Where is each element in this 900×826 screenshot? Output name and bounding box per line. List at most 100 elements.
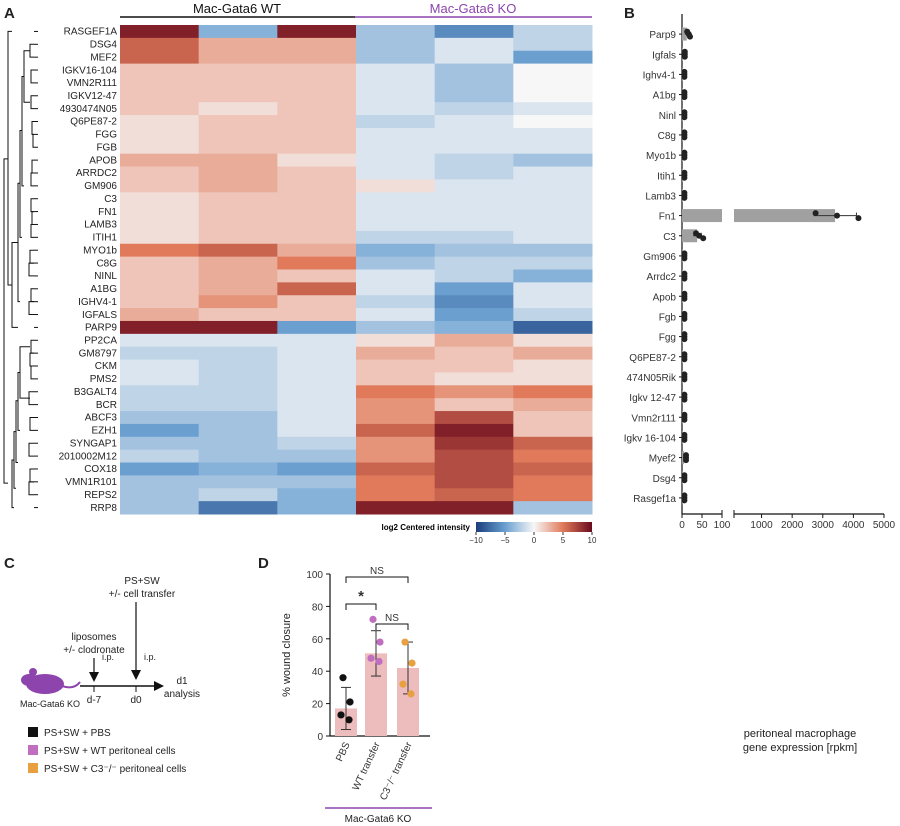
expression-point [834,212,841,219]
heatmap-cell [434,346,514,361]
heatmap-row-label: MYO1b [83,245,117,256]
expression-point [681,497,688,504]
heatmap-cell [356,359,436,373]
heatmap-row-label: GM906 [84,181,117,192]
panel-b-category: 474N05Rik [627,373,677,384]
heatmap-cell [434,192,514,206]
heatmap-cell [198,320,278,335]
heatmap-cell [198,333,278,348]
heatmap-cell [120,320,200,335]
heatmap-cell [434,436,514,451]
expression-point [812,210,819,217]
heatmap-row-label: 2010002M12 [59,451,118,462]
heatmap-cell [120,475,200,489]
heatmap-cell [356,37,436,52]
heatmap-cell [277,462,357,476]
heatmap-row-label: IGFALS [82,310,117,321]
heatmap-cell [198,243,278,258]
wound-point [346,698,354,706]
heatmap-cell [513,89,593,103]
heatmap-cell [277,243,357,258]
dendrogram-branch [29,352,34,367]
panel-b-xlabel-line2: gene expression [rpkm] [743,742,857,754]
heatmap-cell [513,269,593,283]
dendrogram-branch [30,223,34,238]
ip-label-2: i.p. [144,652,156,662]
panel-d-category: PBS [334,740,353,763]
colorbar-ticks: −10 −5 0 5 10 [469,532,597,545]
top-label-1: PS+SW [124,576,160,587]
panel-letter-d: D [258,555,269,572]
heatmap-cell [120,411,200,425]
heatmap-cell [120,359,200,373]
heatmap-cell [120,269,200,283]
heatmap-cell [120,488,200,502]
significance-label: * [358,588,364,605]
expression-point [681,73,688,80]
heatmap-cell [277,501,357,515]
panel-b-category: Fgb [659,312,677,323]
heatmap-cell [356,50,436,65]
panel-b-category: Igkv 12-47 [629,393,676,404]
panel-d-group-label: Mac-Gata6 KO [345,814,412,825]
wound-point [399,680,407,688]
heatmap-cell [513,115,593,129]
heatmap-cell [277,411,357,425]
heatmap-row-label: 4930474N05 [60,104,118,115]
heatmap-cell [277,25,357,39]
wound-point [345,716,353,724]
heatmap-cell [120,205,200,219]
heatmap-row-label: RRP8 [90,503,117,514]
heatmap-cell [434,411,514,425]
heatmap-cell [120,398,200,412]
panel-b-xtick-label: 4000 [842,520,865,531]
heatmap-cell [513,282,593,296]
heatmap-row-label: ABCF3 [85,413,118,424]
heatmap-cell [513,153,593,168]
panel-b-category: Gm906 [643,252,676,263]
heatmap-cell [277,359,357,373]
heatmap-cell [434,127,514,142]
heatmap-row-label: IGKV12-47 [68,91,118,102]
dendrogram-branch [28,301,34,316]
expression-point [681,416,688,423]
legend-label: PS+SW + C3⁻/⁻ peritoneal cells [44,764,186,775]
heatmap-row-label: ARRDC2 [76,168,118,179]
heatmap-cell [513,475,593,489]
heatmap-cell [120,256,200,270]
heatmap-cell [120,333,200,348]
panel-d-ytick-label: 80 [312,602,324,613]
panel-letter-b: B [624,5,635,22]
heatmap-cell [120,230,200,245]
panel-b-category: Rasgef1a [633,494,676,505]
heatmap-cell [513,192,593,206]
heatmap-cell [120,501,200,515]
heatmap-cell [356,436,436,451]
heatmap-cell [120,63,200,77]
heatmap-cell [198,398,278,412]
heatmap-row-label: VMN2R111 [67,78,118,89]
heatmap-cell [277,218,357,232]
expression-bar [734,209,836,223]
heatmap-cell [277,192,357,206]
day-0: d0 [130,695,142,706]
panel-b-category: Vmn2r111 [631,413,676,424]
expression-point [700,235,707,242]
heatmap-cell [434,230,514,245]
heatmap-cell [356,346,436,361]
heatmap-cell [120,166,200,180]
heatmap-cell [198,256,278,270]
heatmap-cell [277,346,357,361]
colorbar-tick-label: 10 [588,536,597,545]
expression-bar-panel: 0 50 100 1000 2000 3000 4000 5000 Parp9 Igfals Igh… [624,14,896,531]
wound-point [367,654,375,662]
heatmap-cell [434,488,514,502]
expression-point [681,154,688,161]
heatmap-cell [513,462,593,476]
heatmap-cell [356,411,436,425]
wound-point [376,638,384,646]
heatmap-cell [513,179,593,193]
heatmap-cell [513,436,593,451]
heatmap-cell [277,230,357,245]
